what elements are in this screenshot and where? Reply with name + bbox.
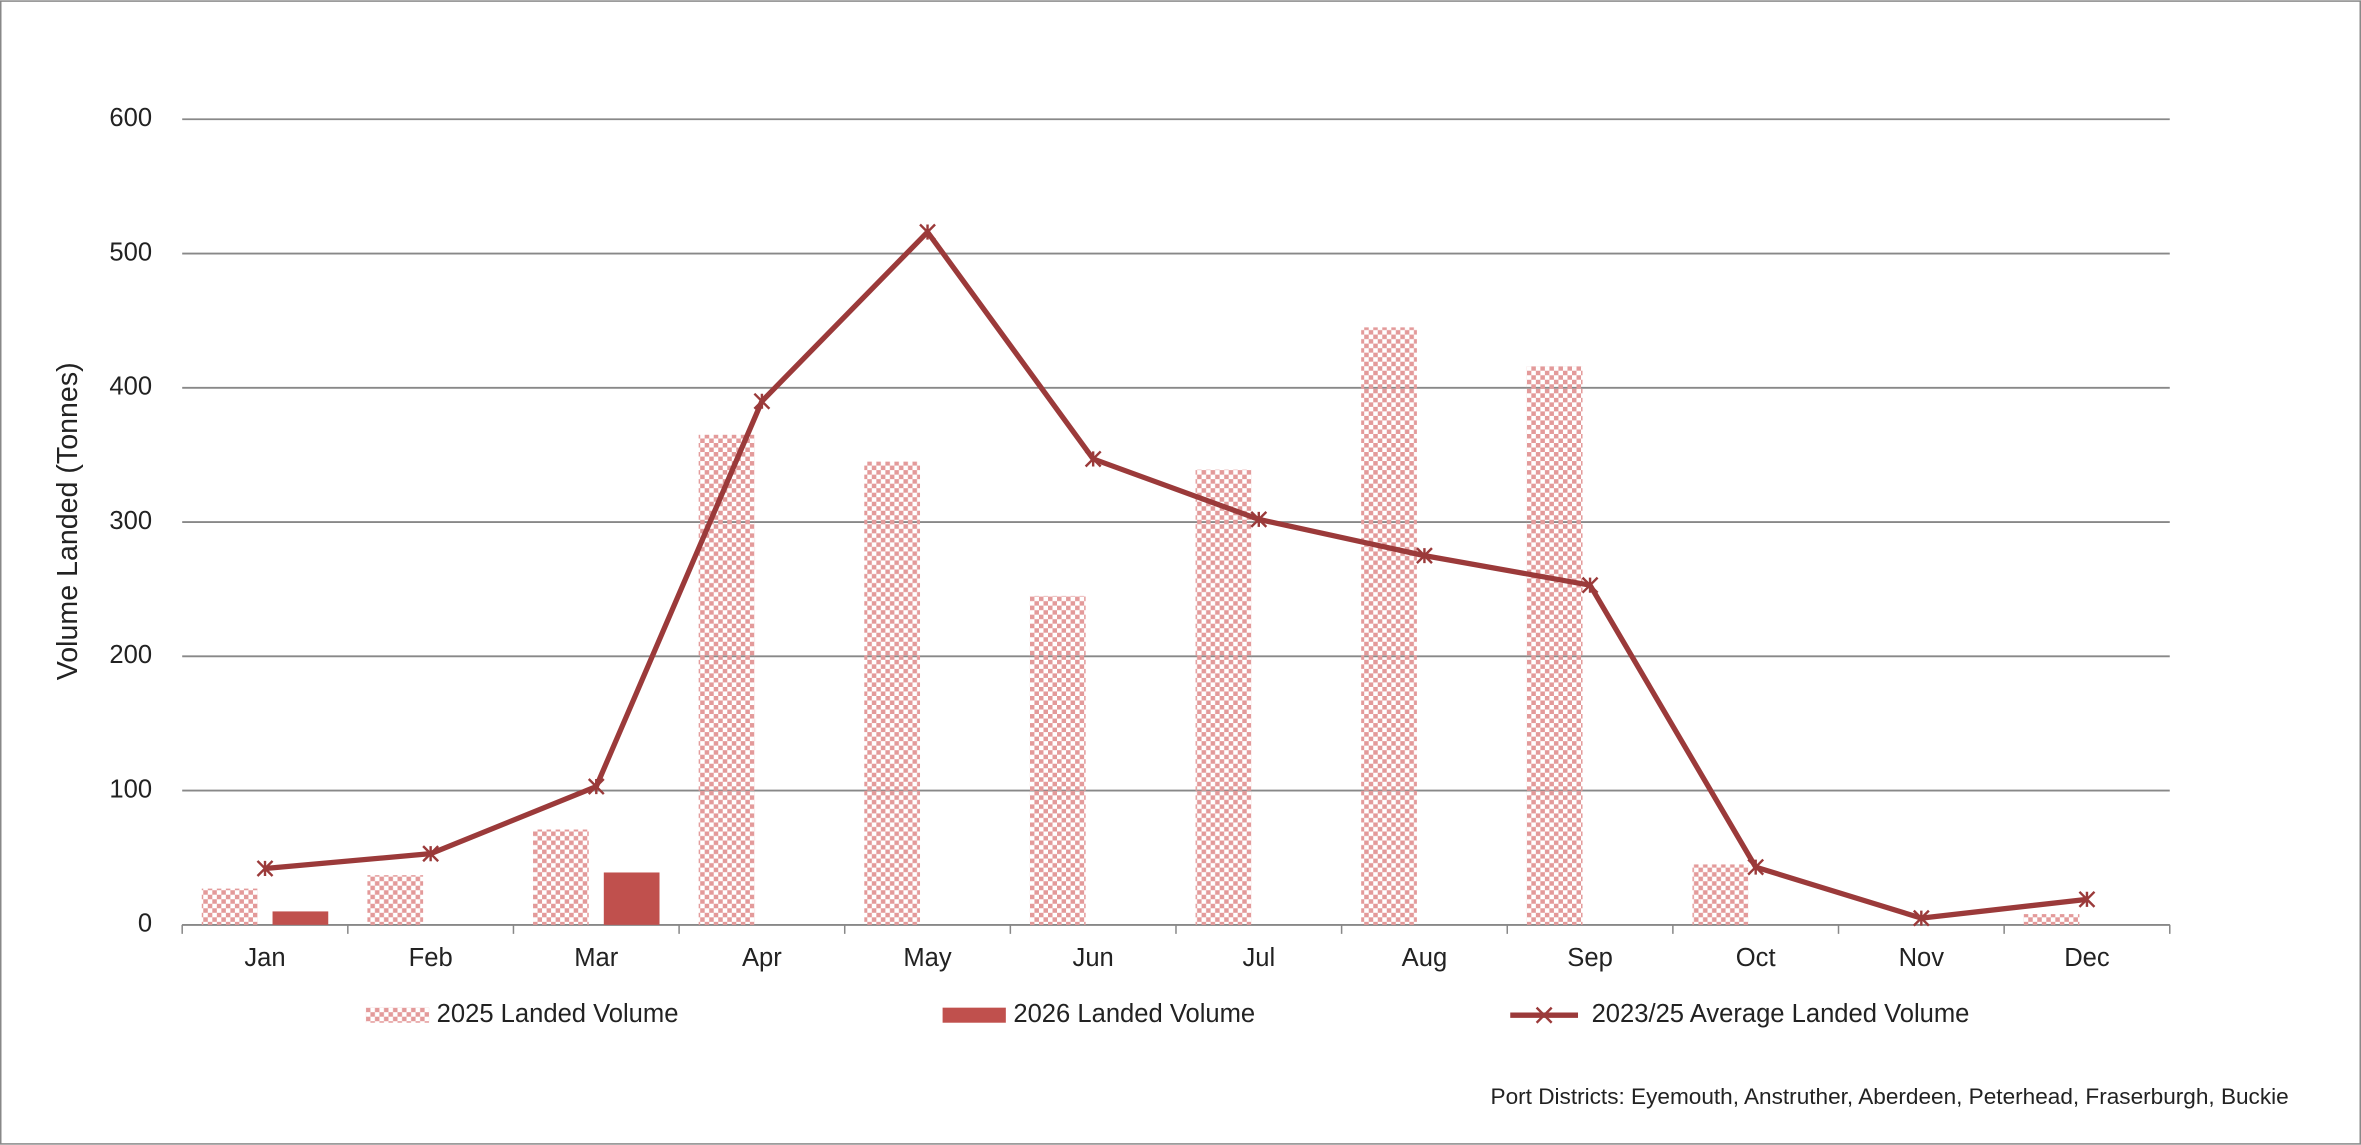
x-tick-label: Jul	[1242, 944, 1275, 972]
x-tick-label: Aug	[1402, 944, 1448, 972]
x-tick-label: Jan	[244, 944, 285, 972]
y-tick-label: 100	[109, 775, 152, 803]
bar	[367, 875, 424, 925]
line-marker	[587, 778, 605, 795]
legend-swatch	[365, 1007, 430, 1023]
x-tick-label: Nov	[1899, 944, 1945, 972]
line-marker	[919, 223, 936, 241]
y-tick-label: 500	[109, 238, 152, 266]
y-tick-label: 200	[109, 641, 152, 669]
bar	[1361, 327, 1417, 925]
y-tick-label: 400	[109, 373, 152, 401]
legend-label: 2023/25 Average Landed Volume	[1592, 1000, 1970, 1028]
line	[264, 229, 2088, 921]
bar	[1195, 469, 1252, 925]
x-tick-label: Feb	[409, 944, 453, 972]
x-tick-label: Mar	[574, 944, 619, 972]
bar	[1526, 366, 1583, 925]
line-marker	[256, 860, 274, 877]
legend-marker	[1535, 1006, 1553, 1024]
line-marker	[1416, 547, 1433, 565]
footnote: Port Districts: Eyemouth, Anstruther, Ab…	[1491, 1084, 2289, 1109]
bar	[698, 434, 755, 925]
x-tick-label: Jun	[1073, 944, 1114, 972]
bar	[2023, 914, 2080, 925]
line-marker	[1084, 450, 1102, 468]
bar	[864, 461, 921, 925]
y-tick-label: 0	[138, 910, 152, 938]
x-tick-label: Dec	[2064, 944, 2110, 972]
bar	[1692, 864, 1749, 925]
line-marker	[1581, 576, 1599, 594]
line-marker	[1912, 909, 1930, 927]
legend-swatch	[942, 1007, 1006, 1023]
y-tick-label: 600	[109, 104, 152, 132]
line-marker	[422, 845, 440, 863]
bar	[1029, 595, 1086, 925]
line-marker	[753, 392, 771, 410]
x-tick-label: Sep	[1567, 944, 1613, 972]
legend-label: 2026 Landed Volume	[1013, 1000, 1255, 1028]
bar	[272, 911, 329, 925]
line-marker	[1747, 858, 1765, 876]
x-tick-label: May	[903, 944, 952, 972]
line-marker	[1250, 510, 1268, 528]
legend-label: 2025 Landed Volume	[437, 1000, 679, 1028]
bar	[201, 888, 258, 925]
bar	[603, 872, 660, 925]
x-tick-label: Oct	[1736, 944, 1776, 972]
x-tick-label: Apr	[742, 944, 782, 972]
bar	[533, 829, 589, 925]
y-axis-title: Volume Landed (Tonnes)	[52, 362, 84, 680]
y-tick-label: 300	[109, 507, 152, 535]
line-marker	[2078, 890, 2096, 908]
